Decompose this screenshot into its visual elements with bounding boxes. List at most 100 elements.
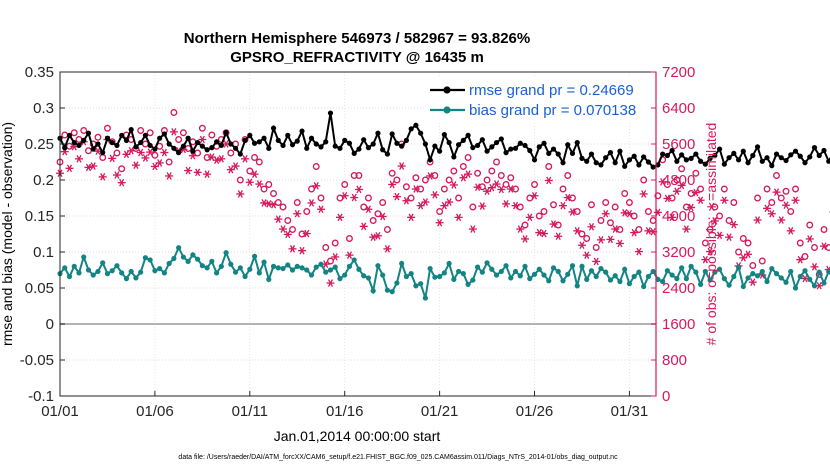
assimilated-point bbox=[502, 200, 511, 208]
y-right-tick-label: 4800 bbox=[662, 172, 695, 189]
bias-point bbox=[76, 270, 82, 276]
rmse-point bbox=[503, 150, 509, 156]
rmse-point bbox=[754, 144, 761, 150]
rmse-point bbox=[645, 159, 652, 165]
bias-point bbox=[536, 266, 542, 272]
bias-point bbox=[622, 266, 628, 272]
assimilated-point bbox=[497, 185, 506, 194]
assimilated-point bbox=[634, 247, 643, 256]
rmse-point bbox=[451, 154, 457, 160]
assimilated-point bbox=[98, 173, 107, 181]
bias-point bbox=[702, 268, 708, 275]
rmse-point bbox=[195, 139, 201, 146]
possible-point bbox=[692, 169, 700, 177]
assimilated-point bbox=[540, 229, 549, 238]
assimilated-point bbox=[217, 155, 226, 163]
assimilated-point bbox=[260, 199, 269, 207]
rmse-point bbox=[603, 155, 609, 161]
assimilated-point bbox=[573, 227, 582, 235]
possible-point bbox=[801, 253, 809, 260]
bias-point bbox=[778, 275, 784, 281]
possible-point bbox=[236, 176, 244, 184]
bias-point bbox=[133, 275, 139, 281]
possible-point bbox=[75, 136, 83, 143]
rmse-point bbox=[71, 139, 77, 146]
rmse-point bbox=[536, 144, 542, 150]
assimilated-point bbox=[710, 217, 719, 225]
assimilated-point bbox=[193, 168, 202, 177]
x-tick-label: 01/11 bbox=[232, 403, 268, 420]
possible-point bbox=[255, 158, 263, 166]
rmse-point bbox=[337, 145, 343, 151]
rmse-point bbox=[289, 142, 296, 148]
bias-point bbox=[607, 277, 614, 283]
bias-point bbox=[204, 265, 210, 271]
assimilated-point bbox=[544, 176, 553, 185]
possible-point bbox=[289, 226, 296, 233]
possible-point bbox=[744, 239, 752, 247]
assimilated-point bbox=[440, 201, 449, 210]
assimilated-point bbox=[577, 241, 586, 250]
bias-point bbox=[394, 280, 400, 286]
assimilated-point bbox=[160, 148, 169, 157]
rmse-point bbox=[204, 147, 210, 153]
bias-point bbox=[270, 263, 277, 269]
rmse-point bbox=[688, 155, 694, 161]
rmse-point bbox=[664, 152, 670, 159]
rmse-point bbox=[531, 157, 538, 163]
bias-point bbox=[128, 268, 134, 275]
possible-point bbox=[720, 185, 728, 193]
possible-point bbox=[440, 185, 448, 193]
x-tick-label: 01/21 bbox=[421, 403, 459, 420]
assimilated-point bbox=[198, 135, 207, 144]
y-axis-left: 0.35 0.3 0.25 0.2 0.15 0.1 0.05 0 -0.05 -0.1 bbox=[20, 64, 65, 405]
rmse-point bbox=[550, 146, 557, 152]
bias-point bbox=[332, 264, 338, 270]
rmse-point bbox=[157, 135, 163, 141]
assimilated-point bbox=[279, 225, 288, 233]
possible-point bbox=[597, 217, 605, 224]
bias-point bbox=[114, 263, 120, 269]
legend-bias-label: bias grand pr = 0.070138 bbox=[469, 102, 636, 119]
bias-point bbox=[441, 270, 447, 276]
possible-point bbox=[673, 176, 681, 184]
assimilated-point bbox=[131, 161, 140, 169]
possible-point bbox=[649, 217, 657, 224]
bias-point bbox=[232, 269, 239, 275]
assimilated-point bbox=[146, 148, 155, 156]
rmse-point bbox=[384, 151, 391, 157]
bias-point bbox=[337, 276, 343, 282]
rmse-point bbox=[702, 161, 708, 167]
possible-point bbox=[393, 176, 401, 184]
bias-point bbox=[247, 266, 253, 272]
assimilated-point bbox=[568, 208, 577, 216]
rmse-point bbox=[546, 150, 552, 156]
assimilated-point bbox=[715, 231, 724, 240]
possible-point bbox=[265, 181, 273, 188]
possible-point bbox=[635, 226, 643, 233]
rmse-series bbox=[57, 110, 830, 170]
x-tick-label: 01/31 bbox=[611, 403, 649, 420]
rmse-point bbox=[660, 151, 666, 157]
assimilated-point bbox=[558, 201, 567, 210]
possible-point bbox=[512, 185, 519, 193]
assimilated-point bbox=[701, 255, 710, 264]
assimilated-point bbox=[312, 182, 321, 190]
possible-point bbox=[184, 145, 192, 152]
rmse-point bbox=[327, 110, 334, 116]
y-right-tick-label: 0 bbox=[662, 388, 670, 405]
possible-point bbox=[383, 226, 391, 233]
bias-point bbox=[569, 263, 576, 269]
bias-point bbox=[180, 254, 186, 260]
rmse-point bbox=[735, 157, 742, 163]
bias-point bbox=[138, 269, 144, 275]
bias-point bbox=[418, 281, 424, 287]
assimilated-point bbox=[767, 209, 776, 218]
assimilated-point bbox=[596, 236, 605, 244]
y-left-tick-label: 0.05 bbox=[25, 280, 54, 297]
assimilated-point bbox=[288, 245, 297, 253]
rmse-point bbox=[465, 132, 471, 138]
bias-point bbox=[275, 265, 281, 271]
y-axis-right-label: # of obs: o=possible; ∗=assimilated bbox=[703, 123, 719, 346]
bias-point bbox=[280, 265, 286, 272]
